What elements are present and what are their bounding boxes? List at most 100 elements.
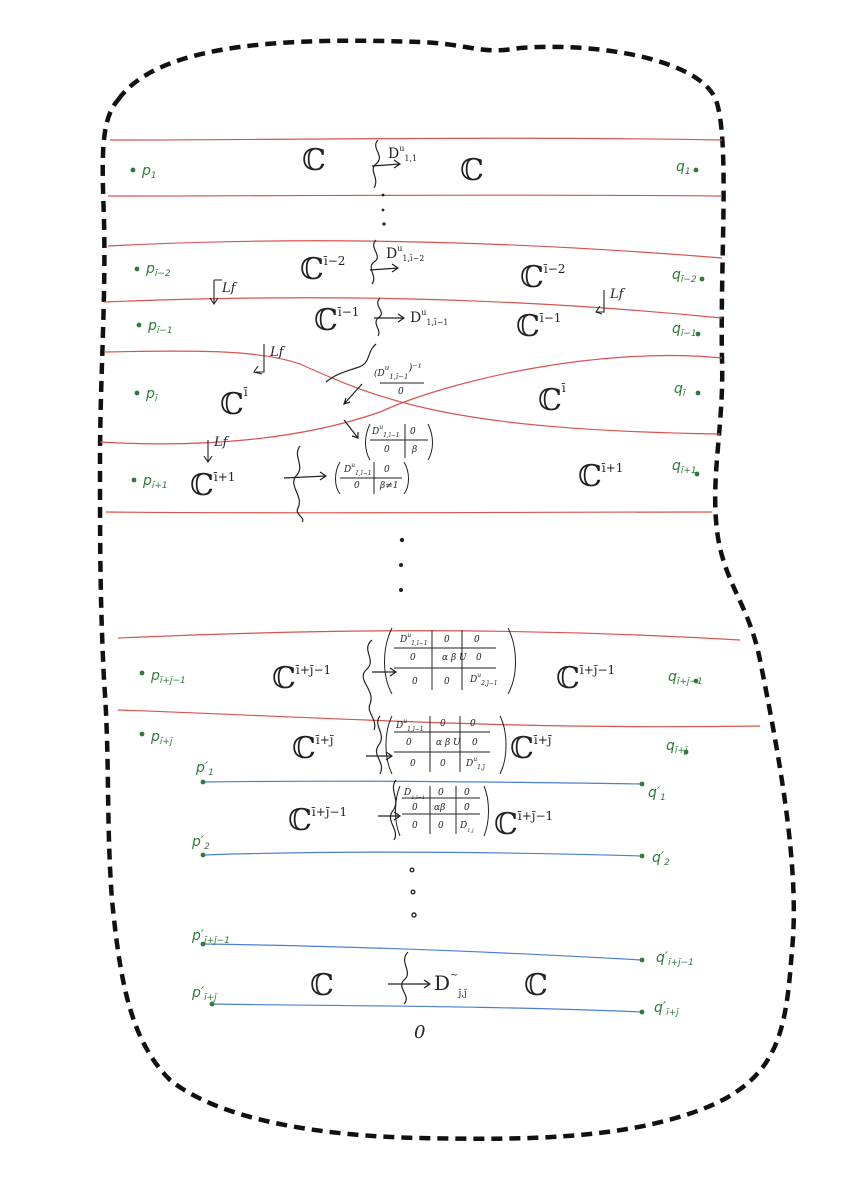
row-last: ℂ ℂ D~j̄,j̄ 0 (310, 951, 548, 1043)
rowb1-right-C: ℂī+j̄−1 (494, 807, 553, 842)
rowip1-arrow-b (283, 471, 328, 481)
rowip1-mat2-zero2: 0 (354, 481, 360, 491)
label-q-ij1: qī+j̄−1 (668, 669, 703, 687)
rowip1-mat2-zero: 0 (384, 465, 390, 475)
rowi-right-C: ℂī (538, 381, 566, 418)
zero-bottom: 0 (414, 1022, 425, 1043)
row-i+j-1: ℂī+j̄−1 ℂī+j̄−1 Du1,ī−1 0 0 0 α β U 0 0 … (272, 627, 615, 731)
dot-m3 (399, 588, 403, 592)
rowb1-z2: 0 (464, 788, 470, 798)
dots-middle (399, 537, 405, 592)
rowij1-z1: 0 (444, 635, 450, 645)
lf-label-1: Lf (221, 281, 238, 296)
rowb1-squiggle (390, 779, 397, 841)
lf-label-2: Lf (609, 287, 626, 302)
red-line-7 (105, 511, 713, 514)
blue-left-labels: p′1 p′2 p′ī+j̄−1 p′ī+j̄ (191, 760, 230, 1003)
label-p1: p1 (141, 163, 157, 181)
red-line-3 (107, 240, 723, 259)
blue-line-1 (202, 780, 643, 785)
rowij-z2: 0 (470, 719, 476, 729)
rowij1-z6: 0 (444, 677, 450, 687)
label-q-i: qī (674, 381, 687, 399)
dot-qq2 (639, 853, 645, 859)
dot-qq-ij (639, 1009, 645, 1015)
rowi2-map: Du1,ī−2 (386, 244, 424, 263)
row1-map: Du1,1 (388, 144, 417, 163)
label-p-i1: pī−1 (147, 318, 173, 336)
blue-lines (202, 780, 643, 1013)
dot-q1 (693, 167, 699, 173)
rowi2-arrow (369, 263, 400, 273)
row-1: ℂ ℂ Du1,1 (302, 139, 484, 189)
row-i-2: ℂī−2 ℂī−2 Du1,ī−2 Lf (209, 239, 565, 305)
rowi1-arrow (374, 313, 406, 323)
lf-label-3: Lf (269, 345, 286, 360)
rowij-d2: Du1,j̄ (465, 756, 485, 771)
rowij1-z2: 0 (474, 635, 480, 645)
rowij1-d2: Du2,j̄−1 (469, 672, 498, 687)
rowlast-squiggle (401, 951, 409, 1005)
rowi-arrow-a (343, 383, 363, 405)
rowij1-z3: 0 (410, 653, 416, 663)
rowb1-z5: 0 (412, 821, 418, 831)
label-q1: q1 (676, 159, 691, 177)
rowb1-z6: 0 (438, 821, 444, 831)
blue-line-2 (202, 851, 643, 857)
rowij1-d1: Du1,ī−1 (399, 632, 428, 647)
lf-arrow-1 (209, 279, 222, 305)
rowip1-mat2-a: Du1,ī−1 (343, 462, 372, 477)
row-i+j: ℂī+j̄ ℂī+j̄ Du1,ī−1 0 0 0 α β U 0 0 0 Du… (292, 715, 552, 775)
label-pp-ij1: p′ī+j̄−1 (191, 928, 230, 946)
dot-p1 (130, 167, 136, 173)
dot-pp2 (200, 852, 206, 858)
rowi-squiggle (325, 343, 377, 383)
rowij1-arrow (372, 667, 398, 677)
dot-v2 (381, 208, 385, 212)
rowij-rparen (499, 715, 507, 775)
row1-arrow (371, 159, 402, 169)
rowij-ab: α β U (436, 738, 461, 748)
dot-p-ij (139, 731, 145, 737)
dot-v3 (382, 222, 386, 226)
dot-q-i2 (699, 276, 705, 282)
rowij-z5: 0 (410, 759, 416, 769)
row1-left-C: ℂ (302, 143, 326, 178)
label-q-i1: qī−1 (672, 321, 697, 339)
rowlast-right-C: ℂ (524, 968, 548, 1003)
lf-arrow-4 (203, 440, 213, 463)
rowij-squiggle (376, 715, 383, 775)
rowi1-left-C: ℂī−1 (314, 303, 359, 338)
label-qq-ij: q′ī+j̄ (654, 1000, 680, 1018)
rowb1-rparen (483, 785, 489, 837)
red-line-2 (107, 194, 723, 197)
rowb1-arrow (378, 811, 402, 821)
dots-upper (381, 193, 386, 226)
dot-qq-ij1 (639, 957, 645, 963)
row1-right-C: ℂ (460, 153, 484, 188)
rowij1-ab: α β U (442, 653, 467, 663)
rowb1-lparen (395, 785, 401, 837)
dot-m1 (399, 537, 405, 543)
rowij-z3: 0 (406, 738, 412, 748)
rowb1-z1: 0 (438, 788, 444, 798)
lf-arrow-3 (253, 344, 265, 375)
rowip1-left-C: ℂī+1 (190, 468, 235, 503)
dot-pp-ij (209, 1001, 215, 1007)
rowij1-lparen (384, 627, 393, 695)
rowij1-left-C: ℂī+j̄−1 (272, 661, 331, 696)
red-line-9 (117, 709, 761, 728)
blue-line-3 (202, 943, 643, 961)
rowi1-squiggle (375, 297, 382, 337)
dot-q-ij (683, 749, 689, 755)
rowij1-right-C: ℂī+j̄−1 (556, 661, 615, 696)
dot-l2 (410, 889, 416, 895)
blue-line-4 (211, 1003, 643, 1013)
label-q-i1p: qī+1 (672, 458, 697, 476)
label-qq-ij1: q′ī+j̄−1 (656, 950, 694, 968)
rowb1-d1: D1,ī−1 (403, 788, 425, 801)
label-p-ij: pī+j̄ (150, 729, 174, 747)
red-line-1 (109, 137, 723, 141)
rowij-d1: Du1,ī−1 (395, 718, 424, 733)
rowip1-squiggle (293, 445, 304, 523)
